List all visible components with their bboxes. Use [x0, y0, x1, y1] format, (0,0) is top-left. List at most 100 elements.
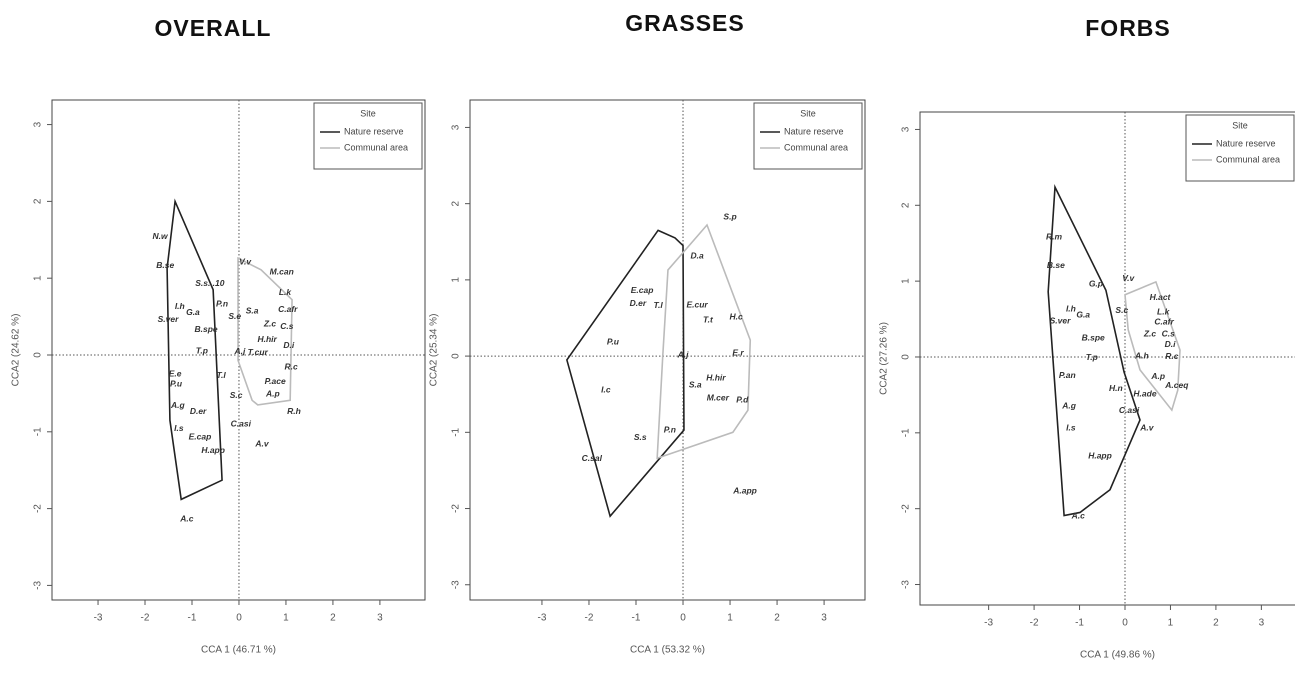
- species-label: C.asi: [1119, 405, 1140, 415]
- panel-title: FORBS: [1085, 15, 1171, 41]
- species-label: H.app: [1088, 451, 1112, 461]
- species-label: M.cer: [707, 392, 730, 402]
- species-label: V.v: [1122, 273, 1135, 283]
- y-tick-label: -3: [901, 580, 912, 589]
- species-label: H.c: [730, 311, 744, 321]
- y-tick-label: 1: [901, 278, 912, 284]
- x-tick-label: -3: [94, 613, 103, 624]
- species-label: A.v: [254, 438, 270, 448]
- species-label: Z.c: [1143, 328, 1157, 338]
- legend-title: Site: [800, 108, 816, 118]
- x-tick-label: 1: [283, 613, 289, 624]
- y-tick-label: 0: [33, 352, 44, 358]
- legend-label: Nature reserve: [1216, 138, 1276, 148]
- species-label: D.a: [691, 251, 705, 261]
- species-label: B.spe: [195, 324, 218, 334]
- species-label: H.hir: [706, 372, 726, 382]
- legend-title: Site: [360, 108, 376, 118]
- species-label: I.c: [601, 385, 611, 395]
- legend-label: Communal area: [344, 142, 408, 152]
- x-tick-label: 1: [1168, 618, 1174, 629]
- species-label: C.s: [1162, 328, 1176, 338]
- species-label: S.ver: [1050, 316, 1071, 326]
- x-tick-label: -2: [141, 613, 150, 624]
- y-tick-label: 0: [451, 353, 462, 359]
- y-tick-label: 0: [901, 354, 912, 360]
- species-label: I.h: [175, 301, 185, 311]
- species-label: D.er: [630, 298, 647, 308]
- y-tick-label: 1: [451, 277, 462, 283]
- species-label: G.a: [186, 307, 200, 317]
- panel: OVERALL -3 -2 -1 0 1 2 3 -3 -2 -1 0 1 2 3 CCA 1 (46.71 …: [11, 15, 426, 656]
- legend-box: [313, 102, 423, 170]
- legend-title: Site: [1232, 120, 1248, 130]
- x-tick-label: 3: [377, 613, 383, 624]
- species-label: D.er: [190, 406, 207, 416]
- x-tick-label: -1: [632, 613, 641, 624]
- y-tick-label: -3: [451, 580, 462, 589]
- hull: [1047, 184, 1141, 517]
- y-tick-label: -2: [33, 504, 44, 513]
- species-label: G.a: [1076, 310, 1090, 320]
- species-label: A.j: [233, 346, 246, 356]
- species-label: P.d: [736, 395, 749, 405]
- species-label: T.p: [1086, 352, 1098, 362]
- species-label: A.j: [677, 350, 690, 360]
- species-label: N.w: [152, 231, 169, 241]
- species-label: P.u: [170, 378, 183, 388]
- y-tick-label: 2: [33, 198, 44, 204]
- species-label: B.spe: [1082, 332, 1105, 342]
- species-label: Z.c: [263, 319, 277, 329]
- y-tick-label: -2: [451, 504, 462, 513]
- species-label: S.s...10: [195, 278, 225, 288]
- hull: [565, 229, 685, 518]
- panel: FORBS -3 -2 -1 0 1 2 3 -3 -2 -1 0 1 2 3 CCA 1 (49.86 %)…: [879, 15, 1295, 661]
- species-label: E.cap: [189, 431, 212, 441]
- hull: [656, 223, 752, 460]
- species-label: T.l: [653, 300, 663, 310]
- species-label: H.n: [1109, 383, 1123, 393]
- x-tick-label: 2: [774, 613, 780, 624]
- x-tick-label: 0: [236, 613, 242, 624]
- species-label: C.sal: [582, 453, 603, 463]
- y-tick-label: 2: [451, 200, 462, 206]
- legend-label: Nature reserve: [344, 126, 404, 136]
- x-axis-label: CCA 1 (49.86 %): [1080, 650, 1155, 661]
- panel-title: OVERALL: [155, 15, 272, 41]
- x-tick-label: 3: [821, 613, 827, 624]
- species-label: P.u: [607, 337, 620, 347]
- species-label: T.t: [703, 315, 714, 325]
- species-label: S.s: [634, 432, 647, 442]
- hull: [237, 256, 293, 406]
- y-axis-label: CCA2 (27.26 %): [879, 322, 890, 395]
- species-label: L.k: [1157, 306, 1171, 316]
- y-tick-label: 2: [901, 202, 912, 208]
- y-tick-label: 3: [901, 126, 912, 132]
- legend-box: [1185, 114, 1295, 182]
- y-tick-label: -1: [451, 427, 462, 436]
- species-label: I.h: [1066, 303, 1076, 313]
- species-label: S.ver: [158, 314, 179, 324]
- y-axis-label: CCA2 (25.34 %): [429, 314, 440, 387]
- species-label: E.cap: [631, 285, 654, 295]
- x-tick-label: -2: [585, 613, 594, 624]
- species-label: B.se: [1047, 260, 1065, 270]
- x-tick-label: 2: [1213, 618, 1219, 629]
- x-tick-label: -2: [1030, 618, 1039, 629]
- species-label: D.i: [1165, 339, 1177, 349]
- species-label: S.c: [1115, 305, 1128, 315]
- species-label: A.c: [1071, 511, 1086, 521]
- species-label: A.app: [732, 485, 757, 495]
- legend-label: Communal area: [784, 142, 848, 152]
- species-label: E.r: [732, 347, 744, 357]
- x-tick-label: 1: [727, 613, 733, 624]
- species-label: S.a: [246, 305, 259, 315]
- species-label: C.afr: [1154, 316, 1174, 326]
- y-tick-label: 3: [33, 121, 44, 127]
- species-label: E.e: [169, 368, 182, 378]
- y-tick-label: 3: [451, 124, 462, 130]
- species-label: H.hir: [257, 334, 277, 344]
- species-label: V.v: [239, 256, 252, 266]
- species-label: R.h: [287, 406, 301, 416]
- x-axis-label: CCA 1 (53.32 %): [630, 645, 705, 656]
